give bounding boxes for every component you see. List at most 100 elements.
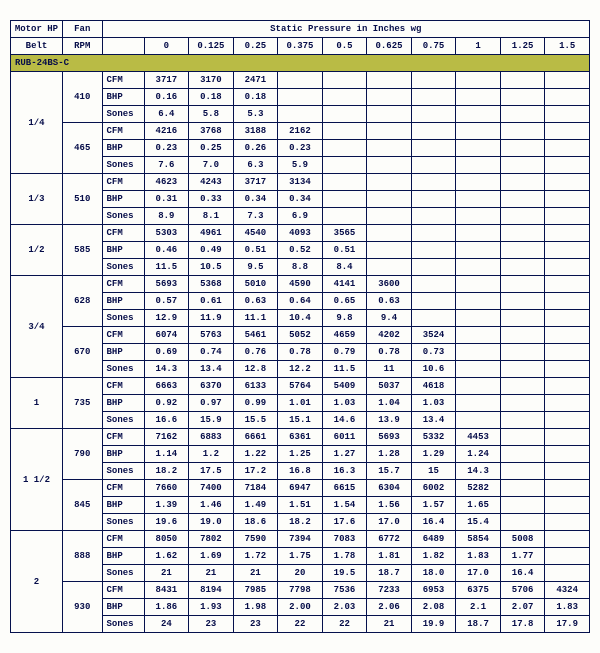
value-cell: 2471 [233, 72, 278, 89]
value-cell: 3565 [322, 225, 367, 242]
value-cell: 14.3 [144, 361, 189, 378]
metric-cell: Sones [102, 208, 144, 225]
value-cell [322, 208, 367, 225]
value-cell: 14.6 [322, 412, 367, 429]
value-cell: 0.33 [189, 191, 234, 208]
value-cell: 4540 [233, 225, 278, 242]
hp-cell: 1 [11, 378, 63, 429]
value-cell [545, 429, 590, 446]
value-cell: 8.9 [144, 208, 189, 225]
value-cell: 15.1 [278, 412, 323, 429]
value-cell: 6883 [189, 429, 234, 446]
value-cell [545, 72, 590, 89]
value-cell [322, 72, 367, 89]
value-cell: 7184 [233, 480, 278, 497]
value-cell: 0.57 [144, 293, 189, 310]
value-cell: 4590 [278, 276, 323, 293]
value-cell: 1.24 [456, 446, 501, 463]
value-cell: 2.03 [322, 599, 367, 616]
value-cell: 6133 [233, 378, 278, 395]
value-cell [500, 89, 545, 106]
metric-cell: Sones [102, 565, 144, 582]
value-cell: 18.6 [233, 514, 278, 531]
value-cell: 4453 [456, 429, 501, 446]
value-cell [500, 310, 545, 327]
value-cell [545, 361, 590, 378]
hdr-sp-title: Static Pressure in Inches wg [102, 21, 589, 38]
value-cell: 8194 [189, 582, 234, 599]
metric-cell: Sones [102, 514, 144, 531]
value-cell [500, 208, 545, 225]
value-cell [500, 174, 545, 191]
value-cell: 13.4 [411, 412, 456, 429]
value-cell: 17.8 [500, 616, 545, 633]
value-cell: 17.2 [233, 463, 278, 480]
value-cell [545, 395, 590, 412]
value-cell [456, 242, 501, 259]
value-cell: 11.1 [233, 310, 278, 327]
value-cell: 21 [144, 565, 189, 582]
value-cell: 3170 [189, 72, 234, 89]
value-cell: 18.7 [367, 565, 412, 582]
value-cell [411, 310, 456, 327]
value-cell: 4216 [144, 123, 189, 140]
value-cell: 13.9 [367, 412, 412, 429]
value-cell: 3188 [233, 123, 278, 140]
rpm-cell: 585 [62, 225, 102, 276]
value-cell: 1.77 [500, 548, 545, 565]
value-cell: 0.23 [144, 140, 189, 157]
value-cell: 16.3 [322, 463, 367, 480]
value-cell [545, 276, 590, 293]
value-cell [500, 225, 545, 242]
value-cell [500, 514, 545, 531]
rpm-cell: 670 [62, 327, 102, 378]
value-cell [500, 157, 545, 174]
value-cell: 1.75 [278, 548, 323, 565]
value-cell: 7798 [278, 582, 323, 599]
value-cell: 3717 [144, 72, 189, 89]
value-cell: 16.8 [278, 463, 323, 480]
value-cell: 5052 [278, 327, 323, 344]
value-cell [322, 123, 367, 140]
value-cell [411, 140, 456, 157]
value-cell: 4659 [322, 327, 367, 344]
table-row: 930CFM8431819479857798753672336953637557… [11, 582, 590, 599]
value-cell [367, 89, 412, 106]
metric-cell: CFM [102, 582, 144, 599]
value-cell [367, 259, 412, 276]
value-cell: 1.83 [545, 599, 590, 616]
value-cell: 1.39 [144, 497, 189, 514]
hdr-motor-hp: Motor HP [11, 21, 63, 38]
value-cell: 1.29 [411, 446, 456, 463]
value-cell: 21 [367, 616, 412, 633]
value-cell: 1.03 [322, 395, 367, 412]
value-cell: 1.93 [189, 599, 234, 616]
table-header: Motor HP Fan Static Pressure in Inches w… [11, 21, 590, 72]
value-cell [500, 361, 545, 378]
value-cell [411, 225, 456, 242]
value-cell: 0.26 [233, 140, 278, 157]
value-cell: 10.5 [189, 259, 234, 276]
value-cell [456, 293, 501, 310]
value-cell: 15.4 [456, 514, 501, 531]
value-cell: 11.9 [189, 310, 234, 327]
value-cell: 5332 [411, 429, 456, 446]
value-cell: 3524 [411, 327, 456, 344]
value-cell: 4961 [189, 225, 234, 242]
value-cell [500, 276, 545, 293]
value-cell: 1.86 [144, 599, 189, 616]
value-cell: 0.74 [189, 344, 234, 361]
table-row: 1/3510CFM4623424337173134 [11, 174, 590, 191]
fan-performance-table: Motor HP Fan Static Pressure in Inches w… [10, 20, 590, 633]
value-cell: 5.9 [278, 157, 323, 174]
table-row: 670CFM6074576354615052465942023524 [11, 327, 590, 344]
hdr-sp-7: 1 [456, 38, 501, 55]
value-cell [367, 106, 412, 123]
value-cell: 22 [278, 616, 323, 633]
value-cell [545, 344, 590, 361]
metric-cell: BHP [102, 548, 144, 565]
value-cell [322, 174, 367, 191]
value-cell [545, 327, 590, 344]
hdr-sp-5: 0.625 [367, 38, 412, 55]
value-cell [367, 157, 412, 174]
